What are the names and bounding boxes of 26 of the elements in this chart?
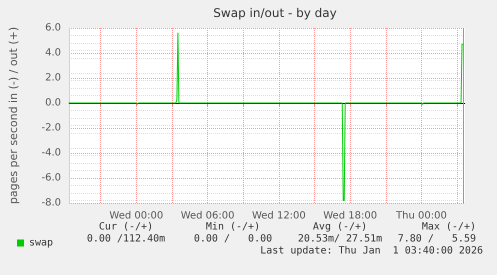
x-tick-label: Wed 06:00 — [180, 210, 235, 222]
text: Max (-/+) — [422, 222, 476, 232]
y-tick-label: -4.0 — [41, 148, 61, 158]
y-tick-label: -6.0 — [41, 172, 61, 184]
legend-label: swap — [29, 238, 54, 248]
x-tick-label: Wed 00:00 — [109, 210, 164, 222]
x-tick-label: Thu 00:00 — [395, 210, 447, 222]
text: 0.00 / 0.00 — [194, 234, 272, 244]
text: Last update: Thu Jan 1 03:40:00 2026 — [260, 246, 483, 256]
text: 7.80 / 5.59 — [398, 234, 476, 244]
text: Cur (-/+) — [98, 222, 154, 232]
y-tick-label: 2.0 — [45, 72, 61, 84]
y-tick-label: 0.0 — [45, 98, 61, 108]
y-tick-label: -2.0 — [41, 122, 61, 134]
line-series — [68, 32, 464, 201]
text: 0.00 /112.40m — [86, 234, 166, 244]
chart-title: Swap in/out - by day — [213, 6, 337, 20]
x-tick-label: Wed 12:00 — [252, 210, 306, 222]
text: Min (-/+) — [206, 222, 260, 232]
y-axis-title: pages per second in (-) / out (+) — [7, 26, 20, 204]
text: Avg (-/+) — [312, 222, 368, 232]
y-tick-label: 6.0 — [45, 22, 61, 34]
y-tick-label: -8.0 — [41, 198, 61, 208]
y-tick-label: 4.0 — [45, 48, 61, 58]
text: 20.53m/ 27.51m — [298, 234, 382, 244]
x-tick-label: Wed 18:00 — [323, 210, 378, 222]
